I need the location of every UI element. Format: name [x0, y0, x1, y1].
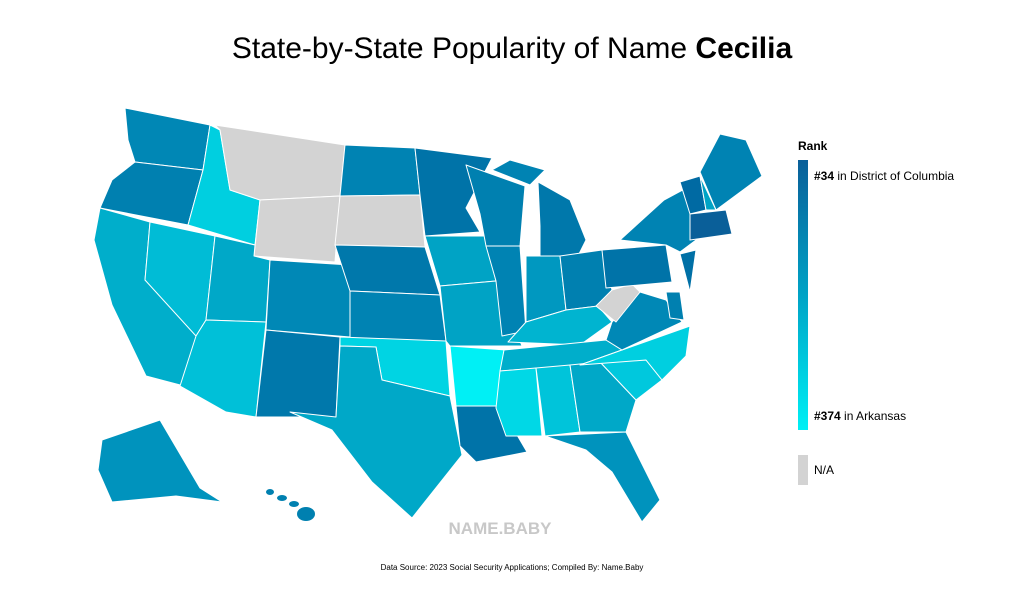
- title-prefix: State-by-State Popularity of Name: [232, 32, 687, 65]
- state-sd: [334, 194, 426, 248]
- state-co: [265, 259, 351, 338]
- state-tx: [289, 345, 463, 519]
- state-la: [455, 405, 528, 463]
- legend-bottom-place: in Arkansas: [844, 409, 906, 423]
- watermark: NAME.BABY: [449, 519, 553, 538]
- us-map: [93, 107, 763, 523]
- legend-bottom: #374 in Arkansas: [814, 409, 906, 423]
- legend-na-swatch: [798, 455, 808, 485]
- state-or: [99, 161, 204, 226]
- state-ks: [349, 290, 447, 342]
- legend-title: Rank: [798, 139, 828, 153]
- state-il: [485, 245, 527, 337]
- state-wy: [253, 195, 341, 263]
- source: Data Source: 2023 Social Security Applic…: [381, 563, 644, 572]
- title: State-by-State Popularity of Name Cecili…: [232, 32, 793, 65]
- state-ak: [97, 419, 223, 503]
- state-nj: [679, 249, 697, 293]
- state-wv: [595, 283, 641, 323]
- state-wa: [124, 107, 211, 171]
- state-nd: [339, 144, 421, 197]
- legend-na: N/A: [814, 463, 834, 477]
- state-hi: [266, 489, 315, 521]
- legend-top-place: in District of Columbia: [837, 169, 954, 183]
- state-md-de: [665, 291, 685, 321]
- state-ms: [495, 367, 543, 437]
- legend-gradient: [798, 160, 808, 430]
- legend-top: #34 in District of Columbia: [814, 169, 954, 183]
- title-name: Cecilia: [695, 32, 792, 65]
- state-pa: [601, 244, 673, 289]
- state-mt: [214, 124, 346, 201]
- state-mi-upper: [491, 159, 546, 186]
- legend-top-rank: #34: [814, 169, 834, 183]
- state-mi: [537, 181, 587, 261]
- state-nm: [255, 329, 341, 418]
- state-ne: [334, 244, 441, 296]
- state-ma-ct: [689, 209, 733, 241]
- state-nh: [699, 175, 717, 211]
- state-fl: [544, 431, 661, 523]
- legend: Rank #34 in District of Columbia #374 in…: [798, 139, 954, 485]
- state-ny: [619, 185, 697, 253]
- legend-bottom-rank: #374: [814, 409, 841, 423]
